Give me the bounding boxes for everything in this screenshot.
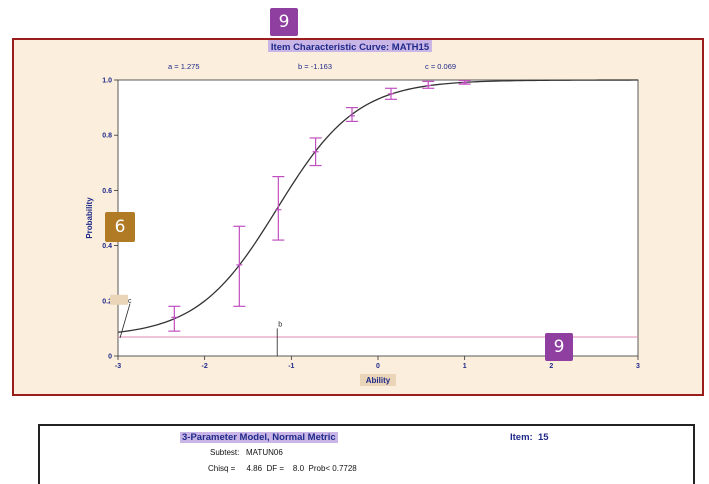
x-label-highlight — [360, 374, 396, 386]
b-marker-label: b — [278, 321, 282, 328]
x-tick-label: -3 — [115, 363, 121, 370]
model-title: 3-Parameter Model, Normal Metric — [180, 432, 338, 443]
x-tick-label: 2 — [549, 363, 553, 370]
param-c: c = 0.069 — [425, 62, 456, 71]
observed-point — [168, 305, 181, 332]
x-tick-label: -2 — [202, 363, 208, 370]
x-axis-label: Ability — [366, 376, 391, 385]
y-tick-label: 1.0 — [102, 78, 112, 85]
title-highlight — [268, 40, 432, 52]
info-panel: 3-Parameter Model, Normal Metric Item: 1… — [38, 424, 695, 484]
fit-statistics: Chisq = 4.86 DF = 8.0 Prob< 0.7728 — [208, 464, 357, 473]
count-badge-right: 9 — [545, 333, 573, 361]
icc-curve — [117, 79, 638, 333]
observed-point — [385, 87, 397, 100]
x-tick-label: 0 — [376, 363, 380, 370]
observed-point — [346, 106, 358, 123]
c-marker-label: c — [128, 298, 132, 305]
count-badge-top: 9 — [270, 8, 298, 36]
plot-area — [117, 79, 639, 357]
y-axis-label: Probability — [85, 197, 94, 239]
item-number: Item: 15 — [510, 432, 549, 443]
count-badge-left: 6 — [105, 212, 135, 242]
observed-point — [309, 137, 322, 167]
x-tick-label: 1 — [463, 363, 467, 370]
observed-point — [458, 79, 471, 85]
param-a: a = 1.275 — [168, 62, 200, 71]
y-tick-label: 0.2 — [102, 298, 112, 305]
chart-title: Item Characteristic Curve: MATH15 — [271, 42, 430, 53]
y-tick-label: 0 — [108, 354, 112, 361]
y-tick-label: 0.6 — [102, 188, 112, 195]
c-label-highlight — [110, 294, 128, 305]
observed-point — [272, 176, 285, 241]
x-tick-label: 3 — [636, 363, 640, 370]
axis-ticks: -3 -2 -1 0 1 2 3 0 0.2 0.4 0.6 0.8 1.0 — [102, 78, 640, 371]
x-tick-label: -1 — [288, 363, 294, 370]
observed-point — [422, 80, 435, 89]
observed-point — [233, 225, 246, 307]
param-b: b = -1.163 — [298, 62, 332, 71]
subtest-text: Subtest: MATUN06 — [210, 448, 283, 457]
y-tick-label: 0.8 — [102, 133, 112, 140]
y-tick-label: 0.4 — [102, 243, 112, 250]
